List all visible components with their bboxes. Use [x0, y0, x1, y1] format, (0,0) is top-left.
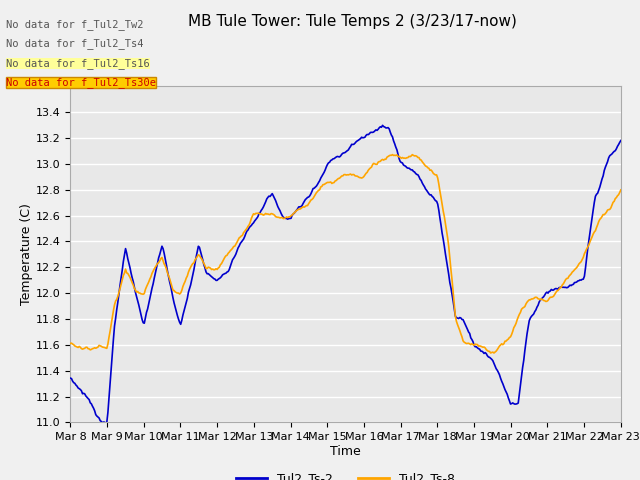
Text: No data for f_Tul2_Ts30e: No data for f_Tul2_Ts30e — [6, 77, 156, 88]
Text: No data for f_Tul2_Ts16: No data for f_Tul2_Ts16 — [6, 58, 150, 69]
X-axis label: Time: Time — [330, 445, 361, 458]
Y-axis label: Temperature (C): Temperature (C) — [20, 204, 33, 305]
Text: No data for f_Tul2_Tw2: No data for f_Tul2_Tw2 — [6, 19, 144, 30]
Text: MB Tule Tower: Tule Temps 2 (3/23/17-now): MB Tule Tower: Tule Temps 2 (3/23/17-now… — [188, 14, 516, 29]
Legend: Tul2_Ts-2, Tul2_Ts-8: Tul2_Ts-2, Tul2_Ts-8 — [231, 467, 460, 480]
Text: No data for f_Tul2_Ts4: No data for f_Tul2_Ts4 — [6, 38, 144, 49]
